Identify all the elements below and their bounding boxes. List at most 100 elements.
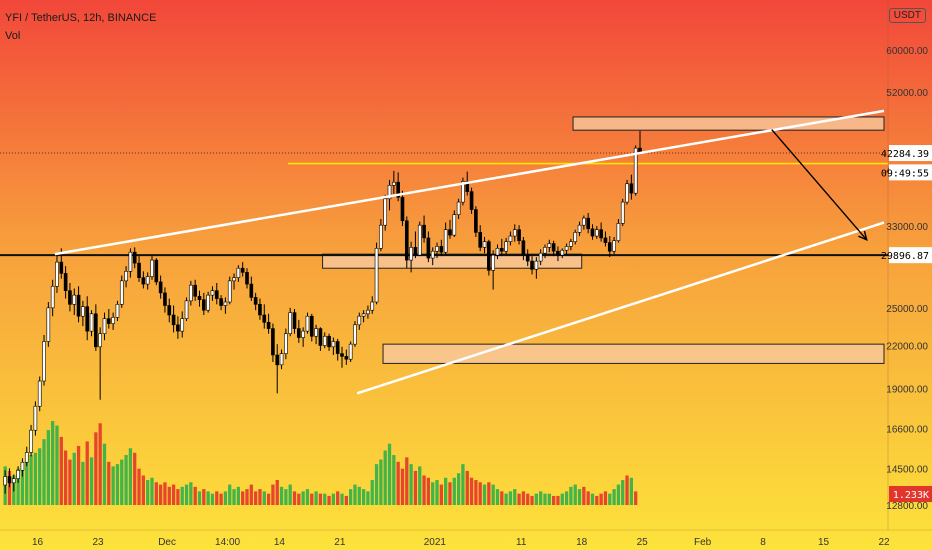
volume-bar xyxy=(547,493,551,505)
candle-body xyxy=(106,318,111,324)
candle-body xyxy=(141,277,146,285)
volume-bar xyxy=(539,491,543,505)
last-price-badge-bg xyxy=(889,145,932,162)
candle-body xyxy=(482,241,487,248)
price-tick-label: 33000.00 xyxy=(886,222,928,233)
time-tick-label: 2021 xyxy=(424,537,447,548)
volume-bar xyxy=(111,466,115,505)
time-tick-label: 22 xyxy=(878,537,890,548)
volume-bar xyxy=(107,461,111,505)
volume-bar xyxy=(560,493,564,505)
volume-bar xyxy=(141,475,145,505)
volume-bar xyxy=(20,464,25,505)
candle-body xyxy=(435,246,439,252)
candle-body xyxy=(396,181,400,198)
volume-bar xyxy=(137,468,141,505)
candle-body xyxy=(417,224,422,256)
volume-bar xyxy=(409,464,413,505)
price-zone xyxy=(322,253,583,269)
candle-body xyxy=(219,298,223,306)
candle-body xyxy=(569,241,573,247)
candle-body xyxy=(525,254,530,262)
volume-bar xyxy=(206,491,210,505)
candle-body xyxy=(551,243,556,252)
volume-bar xyxy=(564,491,569,505)
volume-bar xyxy=(336,491,340,505)
volume-bar xyxy=(508,491,513,505)
price-tick-label: 19000.00 xyxy=(886,385,928,396)
candle-body xyxy=(499,248,504,252)
volume-bar xyxy=(25,459,29,505)
candle-body xyxy=(7,476,12,484)
volume-bar xyxy=(219,493,223,505)
candle-body xyxy=(448,229,452,236)
price-tick-label: 60000.00 xyxy=(886,46,928,57)
candle-body xyxy=(111,317,115,324)
volume-bar xyxy=(387,443,392,505)
time-tick-label: 18 xyxy=(576,537,588,548)
candle-body xyxy=(184,300,189,319)
candle-body xyxy=(594,229,599,237)
volume-bar xyxy=(94,432,98,505)
candle-body xyxy=(59,261,64,274)
time-tick-label: 14:00 xyxy=(215,537,240,548)
volume-bar xyxy=(59,436,63,505)
level-price-badge-bg xyxy=(889,247,932,264)
volume-bar xyxy=(184,484,189,505)
candle-body xyxy=(620,201,625,224)
volume-bar xyxy=(271,484,275,505)
countdown-badge: 09:49:55 xyxy=(881,168,929,179)
volume-bar xyxy=(16,468,20,505)
volume-bar xyxy=(72,452,76,505)
candle-body xyxy=(508,235,513,242)
candle-body xyxy=(193,284,197,297)
candle-body xyxy=(189,284,193,302)
candle-body xyxy=(279,353,284,366)
candle-body xyxy=(46,307,51,342)
volume-bar xyxy=(461,464,465,505)
volume-bar xyxy=(146,480,150,505)
time-tick-label: 21 xyxy=(334,537,346,548)
candle-body xyxy=(521,240,526,256)
volume-bar xyxy=(577,489,582,505)
candle-body xyxy=(167,305,172,316)
volume-bar xyxy=(89,457,94,505)
volume-bar xyxy=(344,495,348,505)
candle-body xyxy=(456,201,461,215)
volume-value-badge: 1.233K xyxy=(893,490,929,501)
candle-body xyxy=(318,328,323,346)
volume-bar xyxy=(353,484,357,505)
candle-body xyxy=(236,267,241,278)
time-tick-label: 15 xyxy=(818,537,830,548)
volume-bar xyxy=(38,448,42,505)
candle-body xyxy=(366,309,370,315)
candle-body xyxy=(547,243,552,248)
candle-body xyxy=(210,290,215,296)
candle-body xyxy=(33,405,38,431)
volume-bar xyxy=(241,491,245,505)
countdown-badge-bg xyxy=(889,164,932,181)
candle-body xyxy=(288,312,293,334)
candle-body xyxy=(232,277,236,282)
volume-bar xyxy=(46,430,50,505)
candle-body xyxy=(383,198,388,226)
candle-body xyxy=(223,301,228,306)
candle-body xyxy=(357,315,362,326)
candle-body xyxy=(590,228,595,237)
candle-body xyxy=(266,322,271,329)
volume-bar xyxy=(534,493,538,505)
volume-bar xyxy=(68,459,72,505)
candle-body xyxy=(102,318,107,334)
volume-bar xyxy=(253,491,258,505)
volume-bar xyxy=(176,489,180,505)
candle-body xyxy=(262,314,267,323)
candle-body xyxy=(171,314,176,326)
volume-bar xyxy=(262,491,266,505)
currency-unit-button[interactable]: USDT xyxy=(888,8,926,23)
volume-bar xyxy=(314,491,318,505)
volume-bar xyxy=(120,459,124,505)
candle-body xyxy=(68,290,72,305)
candle-body xyxy=(154,259,159,283)
price-tick-label: 12800.00 xyxy=(886,501,928,512)
